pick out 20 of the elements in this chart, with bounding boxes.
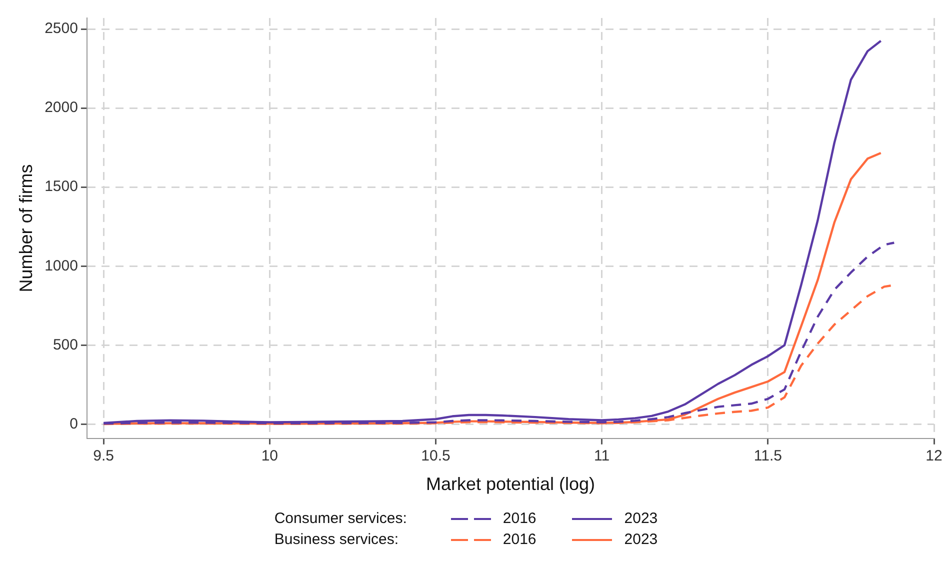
x-tick-label: 12 [926,448,942,465]
x-tick-label: 11.5 [754,448,782,465]
y-tick-label: 500 [52,336,78,354]
legend-label: 2016 [502,510,536,527]
y-tick-label: 1500 [44,178,78,196]
x-axis-title: Market potential (log) [426,474,596,494]
legend-label: 2016 [502,531,536,548]
y-tick-label: 1000 [44,257,78,274]
x-tick-label: 11 [594,448,610,465]
legend-label: 2023 [624,531,658,548]
y-tick-label: 0 [70,415,78,432]
y-axis-title: Number of firms [16,164,36,292]
y-tick-label: 2000 [44,99,78,116]
x-tick-label: 10 [261,448,278,465]
legend-label: 2023 [624,510,658,527]
text: Business services: [273,530,400,550]
y-tick-label: 2500 [44,20,78,38]
x-tick-label: 9.5 [93,448,114,465]
x-tick-label: 10.5 [421,448,450,465]
text: Consumer services: [273,509,408,529]
